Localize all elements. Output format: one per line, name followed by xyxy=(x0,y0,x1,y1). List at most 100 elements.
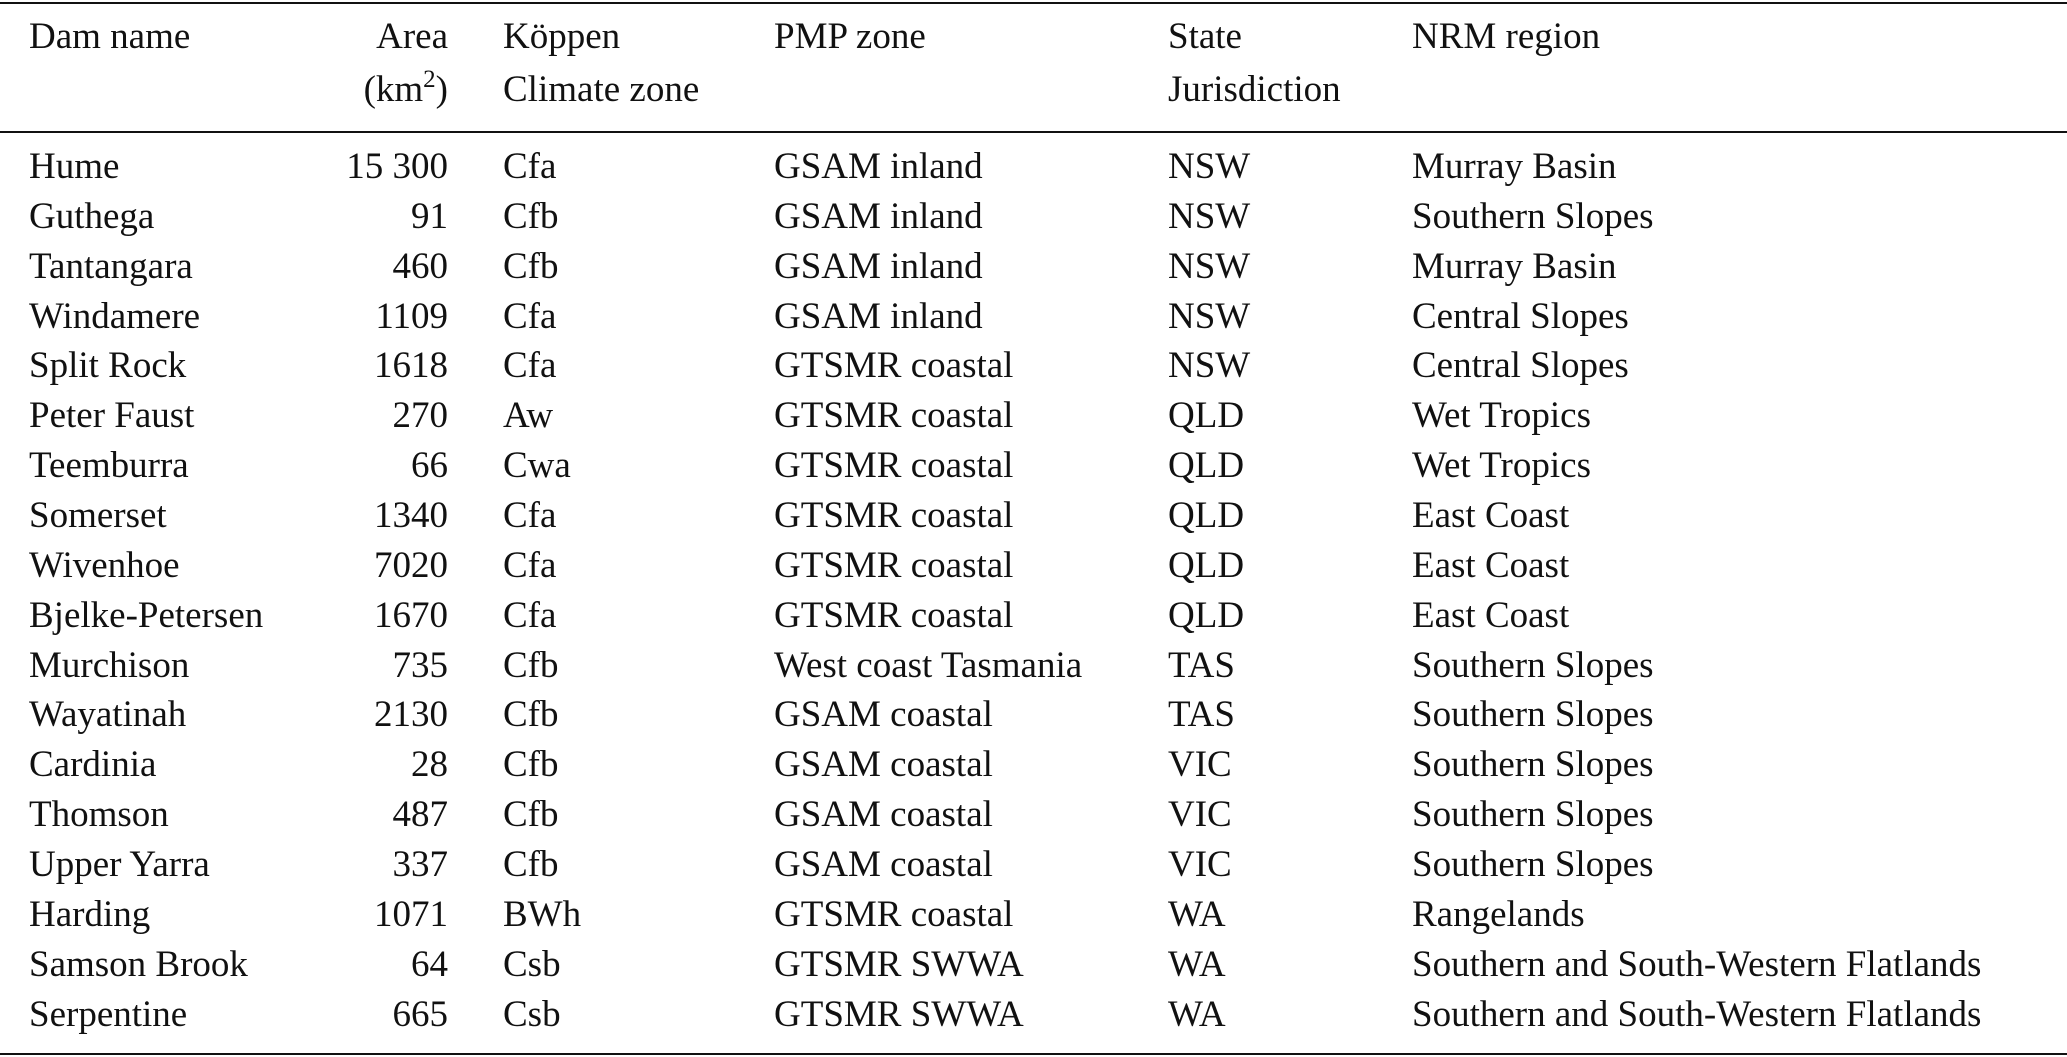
table-cell: Thomson xyxy=(29,794,169,836)
table-cell: 460 xyxy=(392,245,449,287)
header-cell: Dam name xyxy=(29,16,191,57)
table-cell: QLD xyxy=(1168,495,1245,537)
table-cell: 1071 xyxy=(374,893,448,935)
table-cell: WA xyxy=(1168,993,1226,1035)
table-cell: Southern Slopes xyxy=(1412,844,1654,886)
table-cell: West coast Tasmania xyxy=(774,644,1083,686)
table-cell: 665 xyxy=(392,993,449,1035)
table-cell: Southern and South-Western Flatlands xyxy=(1412,943,1982,985)
table-cell: BWh xyxy=(503,893,582,935)
table-cell: Cfb xyxy=(503,794,559,836)
table-cell: Harding xyxy=(29,893,151,935)
table-cell: Upper Yarra xyxy=(29,844,210,886)
table-cell: GSAM inland xyxy=(774,295,983,337)
table-cell: WA xyxy=(1168,893,1226,935)
table-cell: Split Rock xyxy=(29,345,187,387)
table-cell: Wet Tropics xyxy=(1412,445,1591,487)
table-cell: QLD xyxy=(1168,445,1245,487)
table-cell: 91 xyxy=(411,195,448,237)
header-cell: NRM region xyxy=(1412,16,1601,57)
table-cell: 15 300 xyxy=(346,146,448,187)
table-cell: GSAM coastal xyxy=(774,694,993,736)
table-cell: Southern Slopes xyxy=(1412,744,1654,786)
table-cell: VIC xyxy=(1168,744,1232,786)
top-rule xyxy=(0,2,2067,4)
table-cell: Wet Tropics xyxy=(1412,395,1591,437)
table-cell: 1340 xyxy=(374,495,448,537)
table-cell: Murray Basin xyxy=(1412,245,1617,287)
table-cell: GTSMR coastal xyxy=(774,544,1014,586)
table-cell: Southern Slopes xyxy=(1412,794,1654,836)
header-cell: PMP zone xyxy=(774,16,926,57)
table-cell: WA xyxy=(1168,943,1226,985)
table-cell: 66 xyxy=(411,445,448,487)
table-cell: Wivenhoe xyxy=(29,544,180,586)
table-cell: Cwa xyxy=(503,445,571,487)
table-cell: QLD xyxy=(1168,544,1245,586)
header-cell: State xyxy=(1168,16,1242,57)
header-cell: Köppen xyxy=(503,16,621,57)
table-cell: Cfb xyxy=(503,744,559,786)
table-cell: Cardinia xyxy=(29,744,157,786)
table-cell: GTSMR coastal xyxy=(774,893,1014,935)
table-cell: GSAM inland xyxy=(774,146,983,187)
table-cell: Hume xyxy=(29,146,120,187)
table-cell: TAS xyxy=(1168,694,1235,736)
table-cell: NSW xyxy=(1168,195,1251,237)
header-unit: (km2) xyxy=(364,65,448,115)
table-cell: 337 xyxy=(392,844,449,886)
table-cell: NSW xyxy=(1168,295,1251,337)
header-cell: Area xyxy=(376,16,448,57)
table-cell: Windamere xyxy=(29,295,201,337)
table-cell: GTSMR coastal xyxy=(774,495,1014,537)
header-cell: Climate zone xyxy=(503,69,700,110)
table-cell: 2130 xyxy=(374,694,448,736)
table-cell: 1670 xyxy=(374,594,448,636)
table-cell: Cfa xyxy=(503,495,557,537)
table-cell: 7020 xyxy=(374,544,448,586)
table-cell: Murchison xyxy=(29,644,190,686)
table-cell: GTSMR SWWA xyxy=(774,943,1024,985)
table-cell: GTSMR coastal xyxy=(774,594,1014,636)
table-cell: Cfa xyxy=(503,594,557,636)
table-cell: Cfb xyxy=(503,844,559,886)
table-cell: Southern Slopes xyxy=(1412,195,1654,237)
unit-exponent: 2 xyxy=(423,66,436,93)
table-cell: Tantangara xyxy=(29,245,193,287)
table-cell: Southern and South-Western Flatlands xyxy=(1412,993,1982,1035)
table-cell: 270 xyxy=(392,395,449,437)
table-cell: Central Slopes xyxy=(1412,345,1629,387)
table-cell: Somerset xyxy=(29,495,167,537)
table-cell: Cfb xyxy=(503,644,559,686)
unit-text: ) xyxy=(435,69,448,110)
table-cell: 64 xyxy=(411,943,448,985)
table-cell: NSW xyxy=(1168,245,1251,287)
table-cell: Samson Brook xyxy=(29,943,248,985)
table-cell: Cfb xyxy=(503,245,559,287)
unit-text: (km xyxy=(363,69,424,110)
table-cell: 1618 xyxy=(374,345,448,387)
table-cell: GTSMR coastal xyxy=(774,345,1014,387)
table-cell: GTSMR coastal xyxy=(774,445,1014,487)
table-cell: VIC xyxy=(1168,794,1232,836)
table-cell: NSW xyxy=(1168,146,1251,187)
header-cell: Jurisdiction xyxy=(1168,69,1341,110)
table-cell: Teemburra xyxy=(29,445,189,487)
table-cell: 28 xyxy=(411,744,448,786)
table-cell: GSAM inland xyxy=(774,245,983,287)
table-cell: Cfb xyxy=(503,694,559,736)
table-cell: Cfa xyxy=(503,345,557,387)
table-cell: Peter Faust xyxy=(29,395,195,437)
table-cell: Csb xyxy=(503,943,561,985)
table-cell: NSW xyxy=(1168,345,1251,387)
table-cell: Central Slopes xyxy=(1412,295,1629,337)
table-cell: Aw xyxy=(503,395,554,437)
table-cell: GTSMR coastal xyxy=(774,395,1014,437)
table-cell: Cfb xyxy=(503,195,559,237)
table-cell: GSAM coastal xyxy=(774,844,993,886)
table-cell: Wayatinah xyxy=(29,694,187,736)
table-cell: 735 xyxy=(392,644,449,686)
table-cell: East Coast xyxy=(1412,594,1570,636)
table-cell: East Coast xyxy=(1412,544,1570,586)
